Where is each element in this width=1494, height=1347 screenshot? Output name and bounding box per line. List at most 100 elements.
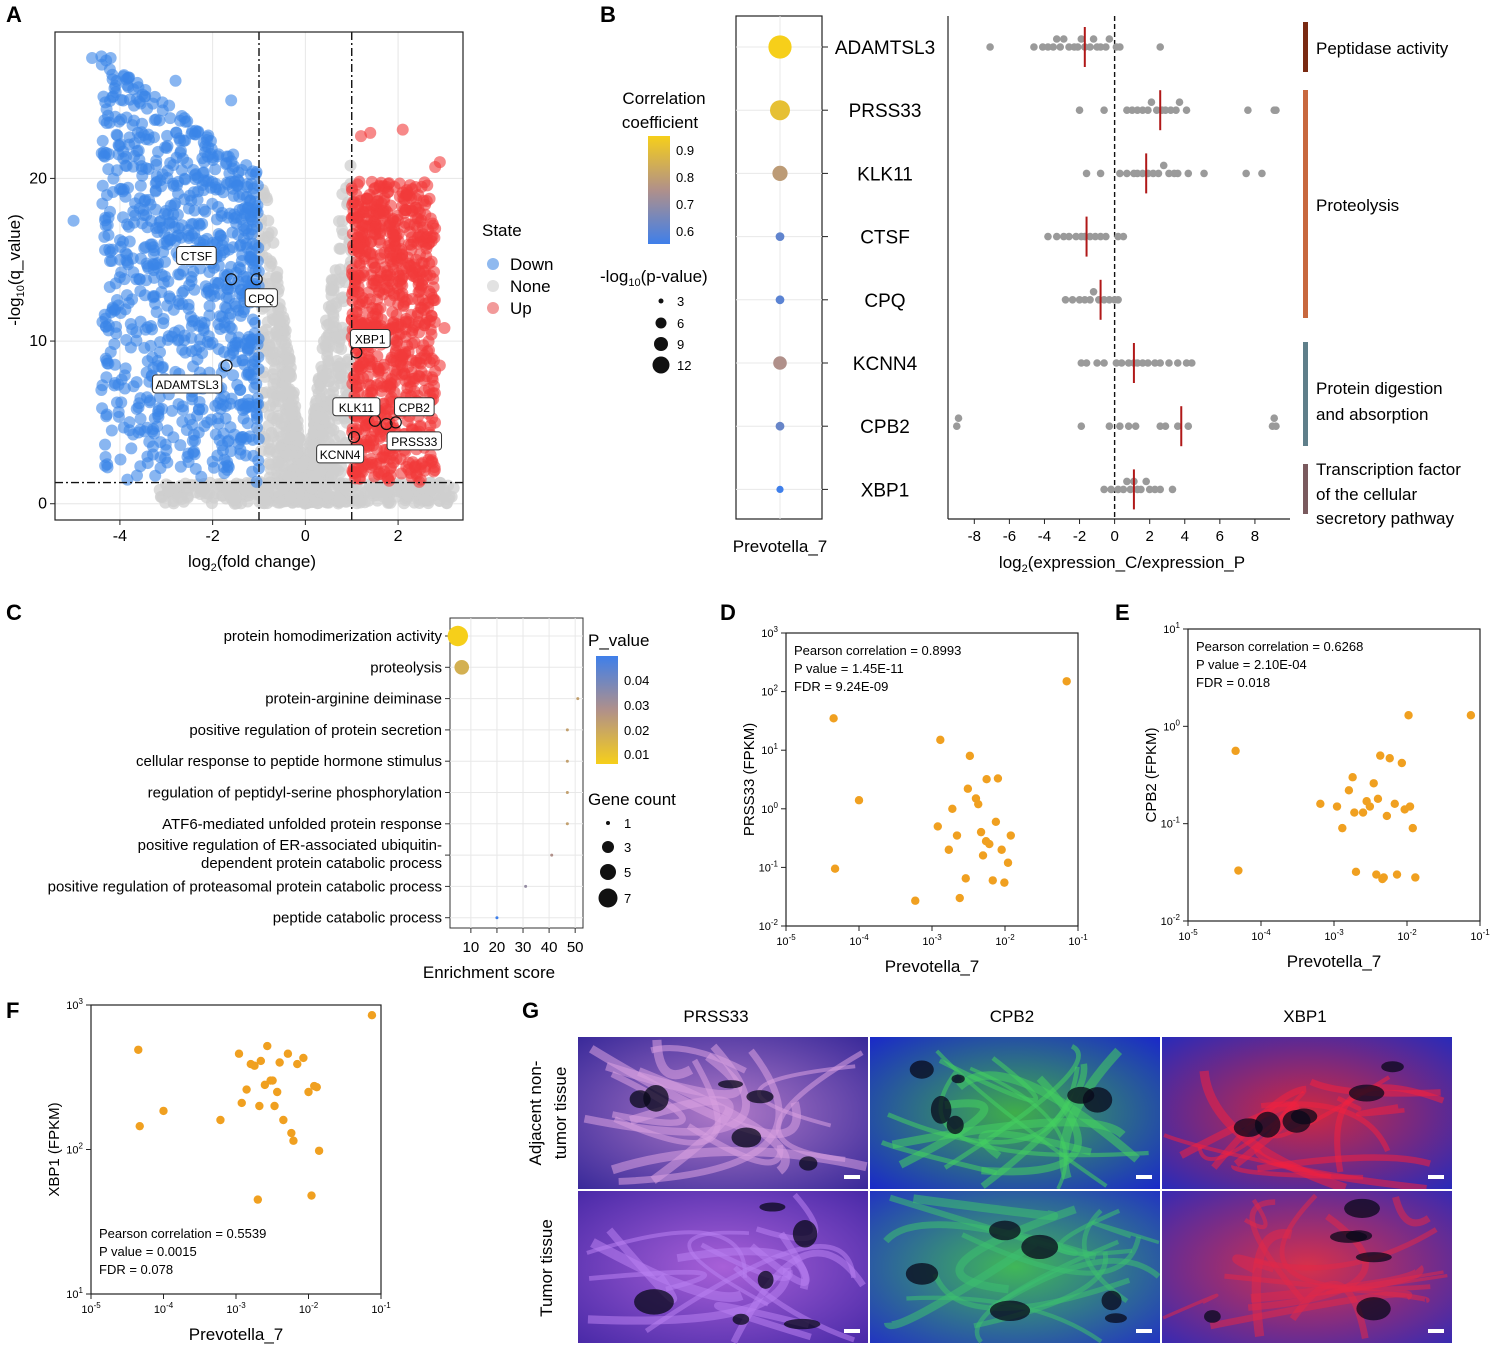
volcano-point-down	[141, 457, 154, 470]
tissue-structure	[956, 1071, 1140, 1163]
enrichment-term-label: protein-arginine deiminase	[265, 691, 442, 708]
scatter-point	[272, 1087, 282, 1097]
genecount-tick-0: 1	[624, 816, 631, 831]
strip-xtick-label: 8	[1251, 528, 1259, 545]
volcano-point-down	[147, 440, 160, 453]
volcano-point-none	[306, 482, 319, 495]
tissue-lumen	[1290, 1108, 1318, 1125]
strip-point	[1128, 106, 1136, 114]
volcano-gene-label-box	[349, 328, 391, 348]
volcano-point-none	[311, 497, 324, 510]
volcano-point-down	[223, 243, 236, 256]
scatter-xtick-label: 10-2	[995, 933, 1015, 948]
strip-point	[1258, 169, 1266, 178]
volcano-point-down	[250, 398, 263, 411]
volcano-point-up	[373, 284, 386, 297]
volcano-point-up	[394, 348, 407, 361]
volcano-point-up	[346, 307, 359, 320]
genecount-dot-5	[600, 864, 616, 880]
volcano-point-down	[127, 380, 140, 393]
volcano-point-none	[261, 194, 274, 207]
volcano-point-down	[224, 207, 237, 220]
tissue-structure	[676, 1247, 809, 1290]
scatter-point	[1390, 799, 1399, 808]
volcano-point-down	[189, 462, 202, 475]
volcano-point-none	[205, 497, 218, 510]
scatter-xtick-label: 10-3	[922, 933, 942, 948]
strip-point	[1096, 43, 1105, 51]
annotation-proteolysis: Proteolysis	[1316, 196, 1399, 215]
volcano-point-down	[150, 113, 163, 126]
scatter-point	[1365, 802, 1375, 811]
volcano-point-down	[191, 171, 204, 184]
volcano-point-down	[122, 297, 135, 310]
tissue-structure	[1279, 1193, 1431, 1292]
volcano-point-up	[387, 287, 400, 300]
volcano-point-down	[209, 163, 222, 176]
scatter-point	[955, 893, 964, 903]
scatter-xtick-label: 10-3	[226, 1301, 246, 1316]
tissue-lumen	[989, 1300, 1031, 1321]
volcano-point-up	[377, 398, 390, 411]
strip-point	[1242, 169, 1250, 178]
volcano-point-down	[124, 341, 137, 354]
scatter-xtick-label: 10-5	[776, 933, 796, 948]
strip-point	[1144, 106, 1152, 114]
volcano-point-up	[429, 222, 442, 235]
volcano-point-down	[248, 327, 261, 340]
strip-point	[1119, 232, 1128, 241]
scatter-point	[1234, 866, 1243, 875]
strip-point	[1114, 232, 1122, 241]
volcano-point-down	[225, 94, 238, 107]
volcano-point-up	[395, 243, 408, 256]
volcano-point-down	[97, 90, 110, 103]
scatter-point	[312, 1082, 321, 1092]
scatter-ytick-label: 102	[761, 684, 778, 699]
genecount-legend-title: Gene count	[588, 790, 676, 809]
volcano-point-down	[189, 124, 202, 137]
scatter-point	[1385, 754, 1394, 763]
scatter-xtick-label: 10-3	[1324, 928, 1344, 943]
strip-point	[1272, 106, 1280, 114]
tissue-lumen	[634, 1289, 674, 1315]
strip-point	[1142, 477, 1150, 486]
volcano-point-up	[420, 242, 433, 255]
volcano-point-down	[147, 291, 160, 304]
volcano-point-none	[384, 496, 397, 509]
volcano-point-down	[116, 185, 129, 198]
scatter-point	[911, 896, 920, 905]
volcano-point-up	[364, 434, 377, 447]
volcano-point-up	[355, 130, 367, 143]
scatter-point	[961, 874, 970, 883]
strip-point	[954, 414, 963, 423]
volcano-point-none	[260, 386, 273, 399]
scatter-point	[1231, 746, 1240, 756]
strip-xtick-label: 6	[1216, 528, 1224, 545]
strip-point	[1102, 232, 1110, 241]
volcano-point-down	[98, 230, 111, 243]
volcano-point-none	[284, 409, 297, 422]
volcano-point-down	[99, 438, 112, 451]
tissue-structure	[883, 1239, 1038, 1330]
scatter-point	[829, 714, 838, 723]
volcano-point-none	[362, 494, 375, 507]
scatter-point	[1379, 873, 1388, 882]
volcano-point-down	[224, 445, 237, 458]
bubble-point	[776, 485, 784, 493]
annotation-digestion-2: and absorption	[1316, 405, 1428, 424]
tissue-structure	[935, 1049, 1108, 1188]
volcano-point-down	[120, 254, 133, 267]
scatter-point	[854, 796, 864, 805]
volcano-point-down	[130, 326, 143, 339]
volcano-point-none	[211, 480, 224, 493]
volcano-point-down	[194, 262, 207, 275]
strip-point	[1049, 43, 1058, 51]
scatter-ytick-label: 101	[66, 1286, 83, 1301]
volcano-point-up	[420, 269, 433, 282]
volcano-point-down	[106, 90, 119, 103]
strip-point	[1044, 232, 1052, 241]
size-tick-1: 6	[677, 316, 684, 331]
volcano-point-up	[375, 385, 388, 398]
scatter-ytick-label: 10-2	[1161, 913, 1181, 928]
scatter-stat-line: P value = 0.0015	[99, 1244, 197, 1259]
